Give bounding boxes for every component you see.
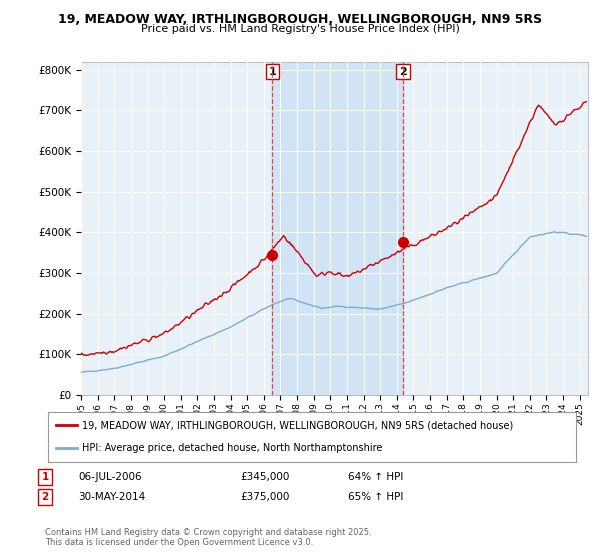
Text: 2: 2 bbox=[41, 492, 49, 502]
Text: 64% ↑ HPI: 64% ↑ HPI bbox=[348, 472, 403, 482]
Text: £375,000: £375,000 bbox=[240, 492, 289, 502]
Text: 06-JUL-2006: 06-JUL-2006 bbox=[78, 472, 142, 482]
Text: 19, MEADOW WAY, IRTHLINGBOROUGH, WELLINGBOROUGH, NN9 5RS (detached house): 19, MEADOW WAY, IRTHLINGBOROUGH, WELLING… bbox=[82, 420, 514, 430]
Bar bbox=[272, 62, 403, 395]
Text: £345,000: £345,000 bbox=[240, 472, 289, 482]
Text: HPI: Average price, detached house, North Northamptonshire: HPI: Average price, detached house, Nort… bbox=[82, 444, 383, 454]
Text: 30-MAY-2014: 30-MAY-2014 bbox=[78, 492, 145, 502]
Text: 1: 1 bbox=[41, 472, 49, 482]
Text: Contains HM Land Registry data © Crown copyright and database right 2025.
This d: Contains HM Land Registry data © Crown c… bbox=[45, 528, 371, 547]
Text: 19, MEADOW WAY, IRTHLINGBOROUGH, WELLINGBOROUGH, NN9 5RS: 19, MEADOW WAY, IRTHLINGBOROUGH, WELLING… bbox=[58, 13, 542, 26]
Text: 1: 1 bbox=[268, 67, 276, 77]
Text: Price paid vs. HM Land Registry's House Price Index (HPI): Price paid vs. HM Land Registry's House … bbox=[140, 24, 460, 34]
Text: 2: 2 bbox=[399, 67, 407, 77]
Text: 65% ↑ HPI: 65% ↑ HPI bbox=[348, 492, 403, 502]
